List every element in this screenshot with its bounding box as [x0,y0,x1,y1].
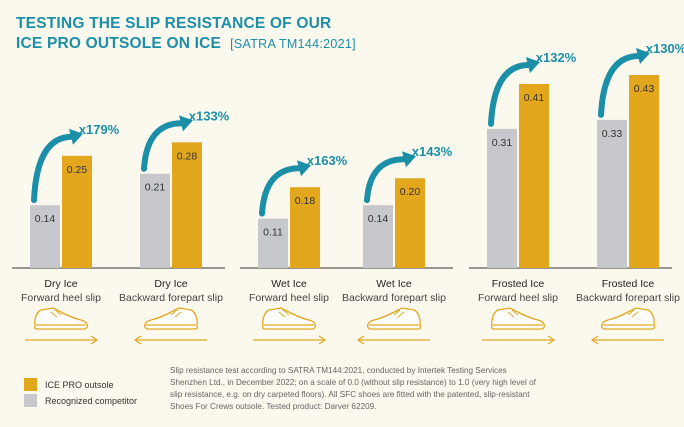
category-label-slip: Backward forepart slip [342,292,446,304]
bar-ice-pro [629,75,659,268]
category-label-slip: Forward heel slip [478,292,558,304]
increase-arrow-icon [488,61,533,127]
increase-arrow-icon [141,120,186,172]
shoe-icon [601,307,656,330]
direction-arrow-icon [90,335,99,345]
category-label-slip: Backward forepart slip [576,292,680,304]
increase-label: x179% [79,122,120,137]
value-label-competitor: 0.21 [145,182,166,194]
legend-label-ice-pro: ICE PRO outsole [45,379,114,390]
chart-title: TESTING THE SLIP RESISTANCE OF OUR ICE P… [16,14,356,54]
bar-competitor [30,205,60,268]
increase-arrow-icon [31,133,76,204]
direction-arrow-icon [356,335,365,345]
shoe-icon [261,307,316,330]
value-label-ice-pro: 0.25 [67,164,88,176]
direction-arrow-icon [318,335,327,345]
category-label-surface: Frosted Ice [492,278,545,290]
value-label-competitor: 0.14 [368,213,389,225]
bar-ice-pro [62,155,92,268]
footnote: Slip resistance test according to SATRA … [170,366,536,411]
bar-competitor [258,218,288,268]
value-label-ice-pro: 0.43 [634,83,655,95]
increase-label: x163% [307,153,348,168]
bar-ice-pro [172,142,202,268]
value-label-ice-pro: 0.41 [524,92,545,104]
category-label-surface: Frosted Ice [602,278,655,290]
increase-arrowhead-icon [297,160,311,177]
bar-ice-pro [519,83,549,268]
value-label-competitor: 0.33 [602,128,623,140]
legend-item-ice-pro: ICE PRO outsole [24,378,114,391]
increase-label: x143% [412,144,453,159]
increase-arrow-icon [598,52,643,118]
legend-label-competitor: Recognized competitor [45,395,138,406]
shoe-icon [33,307,88,330]
category-label-surface: Dry Ice [154,278,187,290]
value-label-competitor: 0.14 [35,213,56,225]
value-label-competitor: 0.11 [263,227,283,239]
title-line-2: ICE PRO OUTSOLE ON ICE [16,35,222,52]
bar-ice-pro [290,187,320,268]
bar-competitor [487,128,517,268]
value-label-ice-pro: 0.28 [177,150,198,162]
category-label-surface: Wet Ice [271,278,307,290]
value-label-ice-pro: 0.18 [295,195,316,207]
title-line-2-wrap: ICE PRO OUTSOLE ON ICE [SATRA TM144:2021… [16,34,356,54]
category-label-surface: Dry Ice [44,278,77,290]
direction-arrow-icon [590,335,599,345]
category-label-slip: Forward heel slip [249,292,329,304]
direction-arrow-icon [547,335,556,345]
legend-item-competitor: Recognized competitor [24,394,137,407]
category-label-slip: Backward forepart slip [119,292,223,304]
title-standard: [SATRA TM144:2021] [230,37,356,51]
category-label-surface: Wet Ice [376,278,412,290]
increase-arrowhead-icon [179,115,193,132]
increase-arrow-icon [259,165,304,217]
shoe-icon [490,307,545,330]
bar-competitor [597,119,627,268]
shoe-icon [367,307,422,330]
legend-swatch-ice-pro [24,378,37,391]
title-line-1: TESTING THE SLIP RESISTANCE OF OUR [16,15,332,32]
bar-competitor [363,205,393,268]
increase-arrowhead-icon [402,151,416,168]
direction-arrow-icon [133,335,142,345]
increase-arrow-icon [364,156,409,204]
legend-swatch-competitor [24,394,37,407]
increase-arrowhead-icon [69,128,83,145]
shoe-icon [144,307,199,330]
increase-arrowhead-icon [636,48,650,64]
value-label-ice-pro: 0.20 [400,186,421,198]
increase-label: x132% [536,50,577,65]
increase-label: x133% [189,108,230,123]
increase-arrowhead-icon [526,56,540,73]
bar-ice-pro [395,178,425,268]
category-label-slip: Forward heel slip [21,292,101,304]
bar-competitor [140,173,170,268]
increase-label: x130% [646,41,684,56]
value-label-competitor: 0.31 [492,137,513,149]
